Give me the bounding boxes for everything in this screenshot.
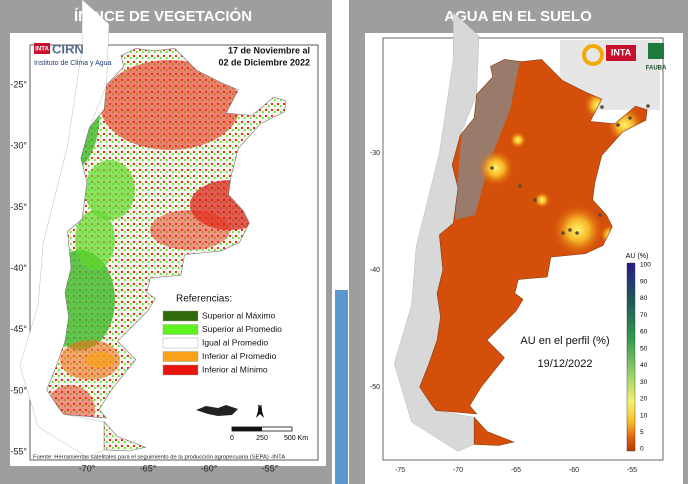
- colorbar-label: 5: [640, 429, 644, 436]
- country-outline: [46, 48, 287, 452]
- lon-tick-label: -65°: [140, 463, 157, 473]
- logo-inta: INTA: [611, 47, 632, 57]
- lat-tick-label: -40°: [10, 263, 27, 273]
- lon-tick-label: -55: [627, 467, 637, 474]
- accent-bar: [335, 290, 348, 484]
- logo-ring: [582, 44, 604, 66]
- colorbar-label: 80: [640, 295, 648, 302]
- station: [646, 104, 650, 108]
- lon-tick-label: -60: [569, 467, 579, 474]
- station: [533, 198, 537, 202]
- legend-swatch: [162, 364, 199, 376]
- lat-tick-label: -40: [370, 267, 380, 274]
- lon-tick-label: -60°: [201, 463, 218, 473]
- north-arrow: [256, 404, 264, 418]
- legend-swatch: [162, 324, 199, 335]
- legend-label: Igual al Promedio: [202, 337, 268, 347]
- legend-label: Superior al Máximo: [202, 310, 275, 320]
- institute: Instituto de Clima y Agua: [34, 60, 112, 67]
- lat-tick-label: -55°: [10, 447, 27, 457]
- lat-tick-label: -25°: [10, 79, 27, 89]
- lat-tick-label: -30°: [10, 141, 27, 151]
- legend-swatch: [162, 310, 199, 322]
- lon-tick-label: -70: [453, 467, 463, 474]
- logo-cirn: CIRN: [52, 41, 84, 56]
- scale-label: 250: [256, 435, 268, 442]
- colorbar-label: 50: [640, 345, 648, 352]
- right-map-border: [382, 37, 664, 461]
- scale-bar-fill: [232, 427, 262, 431]
- header: AGUA EN EL SUELO: [444, 8, 592, 25]
- station: [561, 231, 565, 235]
- vegetation-zone: [85, 352, 115, 368]
- malvinas: [196, 405, 238, 416]
- legend-label: Superior al Promedio: [202, 324, 282, 334]
- scale-label: 0: [230, 435, 234, 442]
- moisture-hotspot: [534, 192, 550, 208]
- lon-tick-label: -55°: [262, 463, 279, 473]
- colorbar-label: 100: [640, 262, 651, 269]
- colorbar-title: AU (%): [626, 253, 649, 260]
- vegetation-zone: [75, 210, 115, 270]
- station: [598, 213, 602, 217]
- lat-tick-label: -50°: [10, 385, 27, 395]
- legend-swatch: [162, 351, 199, 362]
- station: [628, 116, 632, 120]
- logo-inta-box: [34, 43, 50, 54]
- station: [600, 105, 604, 109]
- colorbar: [626, 262, 636, 452]
- moisture-hotspot: [510, 132, 526, 148]
- left-map-border: [29, 44, 319, 461]
- north-label: N: [257, 405, 262, 412]
- logo-fauba: FAUBA: [646, 66, 667, 72]
- lat-tick-label: -50: [370, 384, 380, 391]
- legend-label: Inferior al Mínimo: [202, 364, 268, 374]
- country-outline: [419, 59, 648, 446]
- date-line: 17 de Noviembre al: [228, 45, 310, 55]
- legend-swatch: [162, 337, 199, 349]
- legend-title: Referencias:: [176, 294, 232, 305]
- station: [616, 123, 620, 127]
- colorbar-label: 90: [640, 278, 648, 285]
- legend-label: Inferior al Promedio: [202, 351, 276, 361]
- moisture-hotspot: [478, 150, 514, 186]
- logo-inta: INTA: [35, 47, 49, 53]
- lon-tick-label: -75: [395, 467, 405, 474]
- date: 19/12/2022: [537, 358, 592, 370]
- header: ÍNDICE DE VEGETACIÓN: [74, 7, 252, 25]
- scale-label: 500 Km: [284, 435, 308, 442]
- moisture-hotspot: [553, 205, 603, 255]
- vegetation-zone: [85, 160, 135, 220]
- colorbar-label: 30: [640, 379, 648, 386]
- logo-fauba-icon: [648, 43, 664, 59]
- lon-tick-label: -70°: [79, 463, 96, 473]
- lat-tick-label: -30: [370, 150, 380, 157]
- vegetation-zone: [100, 60, 240, 150]
- date-line: 02 de Diciembre 2022: [218, 57, 310, 67]
- colorbar-label: 60: [640, 329, 648, 336]
- colorbar-label: 10: [640, 412, 648, 419]
- station: [575, 231, 579, 235]
- station: [568, 228, 572, 232]
- lat-tick-label: -35°: [10, 202, 27, 212]
- colorbar-label: 0: [640, 446, 644, 453]
- colorbar-label: 20: [640, 396, 648, 403]
- caption: AU en el perfil (%): [520, 335, 609, 347]
- colorbar-label: 40: [640, 362, 648, 369]
- station: [518, 184, 522, 188]
- station: [490, 166, 494, 170]
- source: Fuente: Herramientas satelitales para el…: [33, 455, 285, 461]
- vegetation-zone: [150, 210, 230, 250]
- logo-inta-box: [606, 45, 636, 61]
- lon-tick-label: -65: [511, 467, 521, 474]
- colorbar-label: 70: [640, 312, 648, 319]
- lat-tick-label: -45°: [10, 324, 27, 334]
